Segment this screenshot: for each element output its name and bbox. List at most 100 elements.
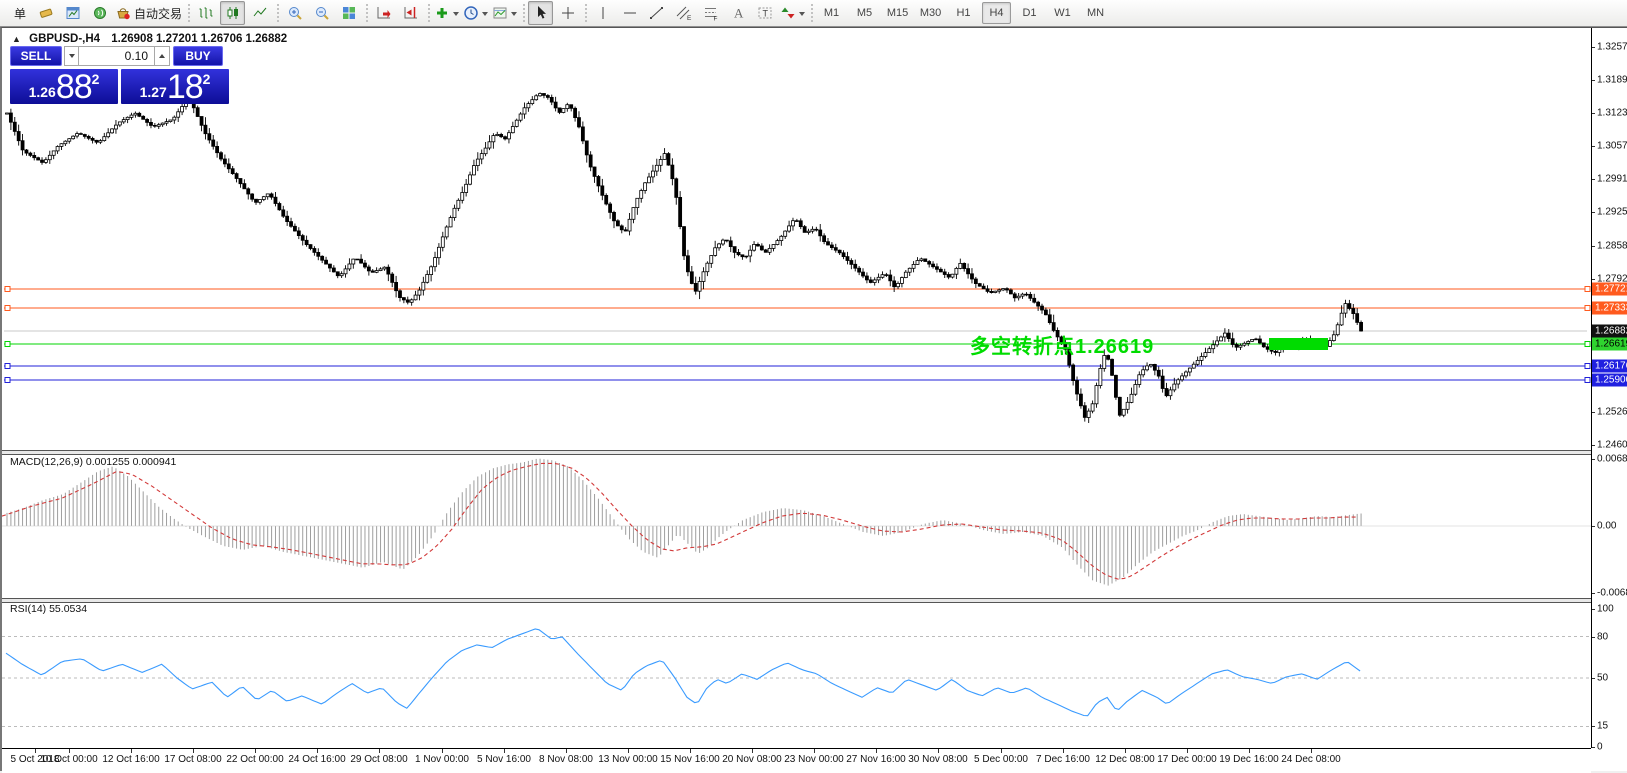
sell-button[interactable]: SELL — [10, 46, 62, 66]
lot-dropdown-button[interactable] — [64, 46, 79, 66]
hline-icon — [623, 12, 636, 14]
line-chart-button[interactable] — [247, 1, 272, 25]
chart-shift-button[interactable] — [398, 1, 423, 25]
market-depth-button[interactable] — [33, 1, 58, 25]
zoomout-icon — [315, 7, 329, 20]
timeframe-h4-button[interactable]: H4 — [982, 2, 1012, 24]
price-tick-label: 1.24605 — [1597, 439, 1627, 451]
timeframe-d1-button[interactable]: D1 — [1022, 7, 1037, 19]
price-level-badge: 1.26882 — [1592, 324, 1627, 338]
tiles-icon — [342, 7, 355, 19]
collapse-icon[interactable]: ▲ — [12, 34, 21, 44]
buy-price-display[interactable]: 1.27 18 2 — [121, 69, 229, 104]
arrows-button[interactable] — [779, 1, 806, 25]
toolbar-group — [365, 1, 427, 25]
crosshair-button[interactable] — [555, 1, 580, 25]
templates-button[interactable] — [491, 1, 518, 25]
time-tick-label: 20 Nov 08:00 — [722, 754, 782, 765]
timeframe-w1-button[interactable]: W1 — [1054, 7, 1071, 19]
bar-chart-button[interactable] — [193, 1, 218, 25]
ohlc-values: 1.26908 1.27201 1.26706 1.26882 — [111, 33, 288, 45]
rsi-tick-label: 50 — [1597, 672, 1609, 684]
tile-windows-button[interactable] — [336, 1, 361, 25]
clock-icon — [464, 6, 478, 20]
rsi-tick-label: 80 — [1597, 631, 1609, 643]
timeframe-m30-button[interactable]: M30 — [919, 7, 942, 19]
zoom-out-button[interactable] — [309, 1, 334, 25]
time-tick-label: 30 Nov 08:00 — [908, 754, 968, 765]
crosshair-icon — [561, 7, 574, 19]
main-chart[interactable] — [2, 28, 1591, 450]
time-tick-label: 19 Dec 16:00 — [1219, 754, 1279, 765]
price-tick-label: 1.31895 — [1597, 74, 1627, 86]
auto-scroll-button[interactable] — [371, 1, 396, 25]
timeframe-h1-button[interactable]: H1 — [956, 7, 971, 19]
time-tick-label: 23 Nov 00:00 — [784, 754, 844, 765]
signal-icon — [93, 7, 106, 19]
text-button[interactable]: A — [725, 1, 750, 25]
time-tick-label: 8 Nov 08:00 — [539, 754, 593, 765]
basket-icon — [117, 8, 130, 20]
price-tick-label: 1.32570 — [1597, 41, 1627, 53]
time-axis[interactable]: 5 Oct 2018 10 Oct 00:00 12 Oct 16:00 17 Oct… — [2, 748, 1591, 773]
horizontal-line-button[interactable] — [617, 1, 642, 25]
new-order-label: 单 — [13, 6, 26, 21]
timeframe-mn-button[interactable]: MN — [1086, 7, 1105, 19]
timeframe-m15-button[interactable]: M15 — [886, 7, 909, 19]
buy-button[interactable]: BUY — [173, 46, 223, 66]
timeframe-m5-button[interactable]: M5 — [856, 7, 873, 19]
fibonacci-button[interactable]: F — [698, 1, 723, 25]
svg-text:E: E — [687, 15, 692, 21]
equidistant-channel-button[interactable]: E — [671, 1, 696, 25]
toolbar: 单 自动交易 E F A T M1 M5 M15 M30 H1 H4 D1 W1 MN — [0, 0, 1627, 27]
svg-text:A: A — [734, 6, 744, 21]
svg-text:T: T — [762, 9, 768, 19]
new-chart-button[interactable] — [60, 1, 85, 25]
arrows-icon — [781, 7, 795, 19]
time-tick-label: 17 Oct 08:00 — [164, 754, 222, 765]
price-tick-label: 1.31235 — [1597, 107, 1627, 119]
time-tick-label: 12 Dec 08:00 — [1095, 754, 1155, 765]
time-tick-label: 1 Nov 00:00 — [415, 754, 469, 765]
chevron-up-icon — [159, 51, 165, 58]
new-order-button[interactable]: 单 — [6, 1, 31, 25]
cursor-icon — [537, 6, 546, 19]
macd-tick-label: 0.00 — [1597, 520, 1617, 532]
lot-increase-button[interactable] — [155, 46, 170, 66]
sell-price-display[interactable]: 1.26 88 2 — [10, 69, 118, 104]
timeframe-m1-button[interactable]: M1 — [823, 7, 840, 19]
rsi-panel[interactable] — [2, 601, 1591, 748]
time-tick-label: 17 Dec 00:00 — [1157, 754, 1217, 765]
channel-icon: E — [676, 6, 692, 21]
trendline-button[interactable] — [644, 1, 669, 25]
zoom-in-button[interactable] — [282, 1, 307, 25]
time-tick-label: 10 Oct 00:00 — [40, 754, 98, 765]
cursor-button[interactable] — [528, 1, 554, 25]
candlestick-chart-button[interactable] — [220, 1, 246, 25]
periods-button[interactable] — [462, 1, 489, 25]
rsi-tick-label: 100 — [1597, 603, 1614, 615]
chart-annotation[interactable]: 多空转折点1.26619 — [970, 336, 1155, 358]
indicators-button[interactable] — [433, 1, 460, 25]
vertical-line-button[interactable] — [590, 1, 615, 25]
text-label-button[interactable]: T — [752, 1, 777, 25]
time-tick-label: 12 Oct 16:00 — [102, 754, 160, 765]
autotrading-label: 自动交易 — [134, 6, 183, 21]
time-tick-label: 5 Dec 00:00 — [974, 754, 1028, 765]
chart-window-icon — [66, 7, 79, 19]
chevron-down-icon — [799, 11, 806, 19]
lot-size-input[interactable]: 0.10 — [79, 46, 155, 66]
price-axis-line — [1591, 28, 1592, 748]
price-level-badge: 1.26619 — [1592, 337, 1627, 351]
time-tick-label: 5 Oct 2018 — [10, 754, 60, 765]
panel-splitter[interactable] — [2, 450, 1591, 455]
time-tick-label: 27 Nov 16:00 — [846, 754, 906, 765]
autotrading-button[interactable]: 自动交易 — [114, 1, 183, 25]
macd-panel[interactable] — [2, 453, 1591, 598]
signals-button[interactable] — [87, 1, 112, 25]
fibo-icon: F — [704, 8, 717, 21]
panel-splitter[interactable] — [2, 598, 1591, 603]
